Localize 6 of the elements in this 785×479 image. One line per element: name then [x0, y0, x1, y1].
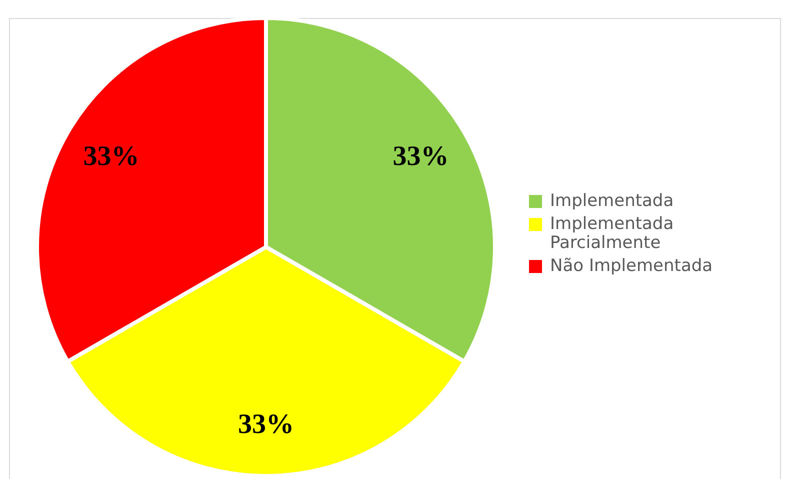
data-label: 33%: [392, 140, 449, 172]
data-label: 33%: [83, 140, 140, 172]
legend-label: Implementada Parcialmente: [550, 214, 675, 253]
legend-label: Não Implementada: [550, 256, 713, 276]
data-label: 33%: [238, 408, 294, 440]
legend-label: Implementada: [550, 191, 674, 211]
